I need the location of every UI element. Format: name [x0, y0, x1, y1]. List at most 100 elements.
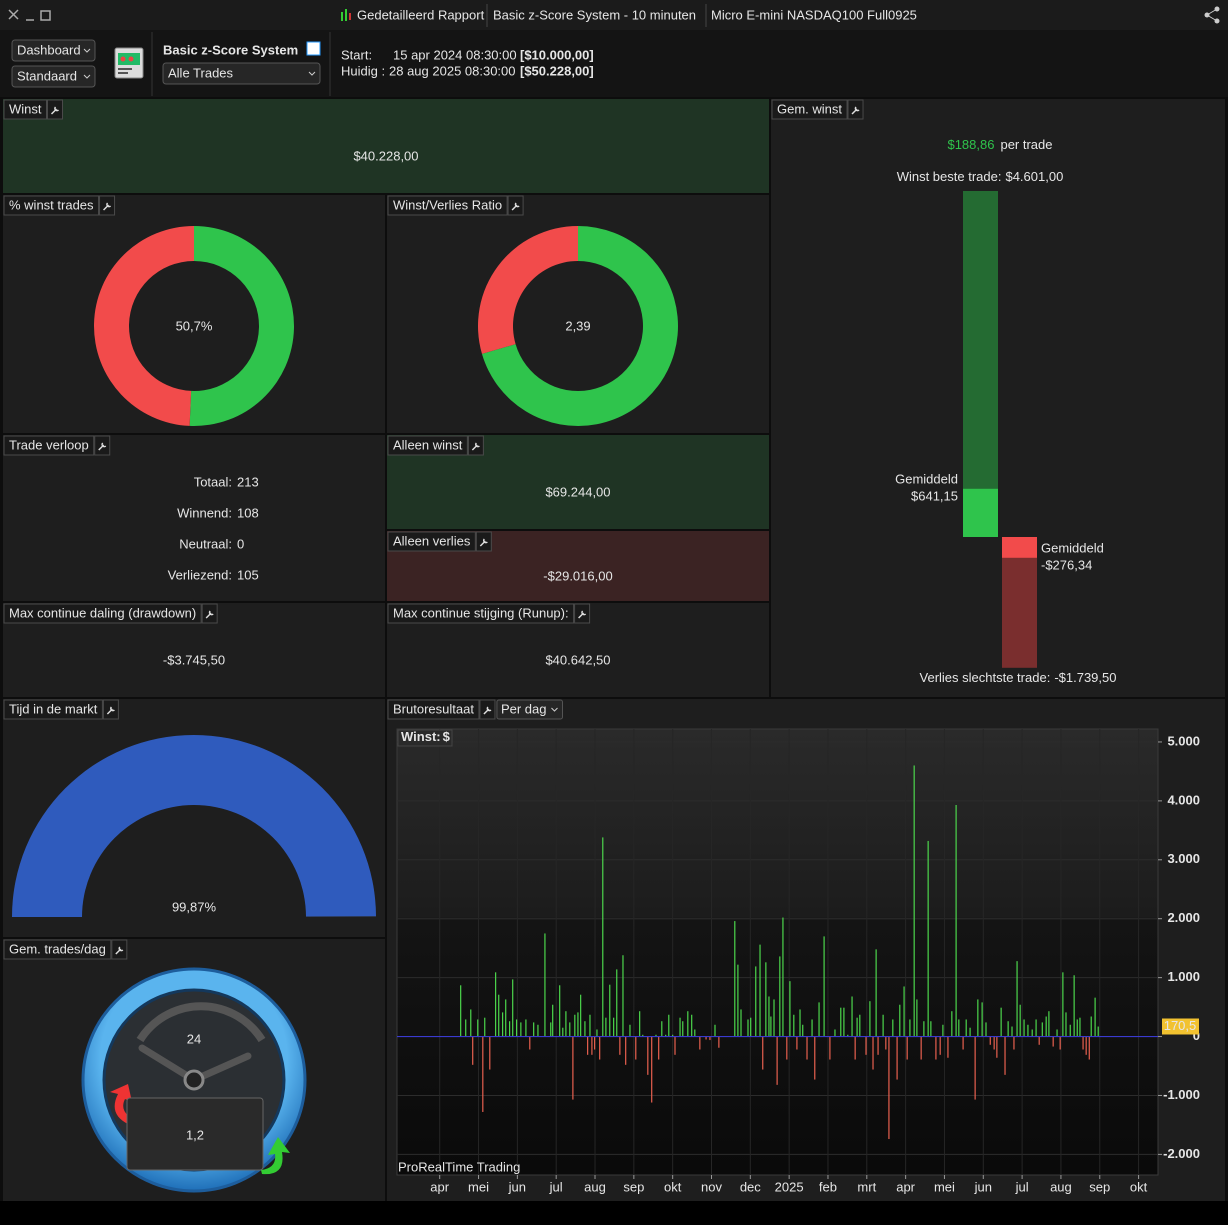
bar: [584, 1021, 586, 1037]
panel-title-box: [387, 603, 575, 624]
bar: [806, 1036, 808, 1060]
worst-value: -$1.739,50: [1054, 670, 1116, 685]
bar: [872, 1036, 874, 1070]
gauge-label: 99,87%: [172, 899, 217, 914]
arrow-green: [261, 1137, 290, 1175]
x-tick-label: mei: [934, 1179, 955, 1194]
bar: [529, 1036, 531, 1050]
bar: [1013, 1036, 1015, 1050]
x-tick-label: aug: [1050, 1179, 1072, 1194]
wrench-icon: [851, 106, 860, 115]
bar: [955, 805, 957, 1037]
bar: [1090, 1016, 1092, 1037]
bar: [1094, 997, 1096, 1037]
tab[interactable]: Micro E-mini NASDAQ100 Full0925: [711, 7, 917, 22]
row-label: Winnend:: [177, 505, 232, 520]
panel-title: % winst trades: [9, 197, 94, 212]
bar: [840, 1007, 842, 1037]
tab[interactable]: Basic z-Score System - 10 minuten: [493, 7, 696, 22]
period-dropdown[interactable]: [496, 699, 563, 720]
bar: [747, 1019, 749, 1037]
gauge-fill: [12, 734, 376, 917]
bar: [782, 917, 784, 1037]
y-tick-label: -2.000: [1163, 1146, 1200, 1161]
bar: [672, 1034, 674, 1037]
bar: [1035, 1019, 1037, 1037]
system-name: Basic z-Score System: [163, 42, 298, 57]
bar: [718, 1036, 720, 1048]
bar: [796, 1036, 798, 1050]
bar: [705, 1036, 707, 1040]
dropdown[interactable]: [162, 62, 321, 85]
value-box: [126, 1097, 264, 1171]
x-tick-label: sep: [1089, 1179, 1110, 1194]
bar: [1007, 1021, 1009, 1037]
row-label: Verliezend:: [168, 567, 232, 582]
panel-title: Trade verloop: [9, 437, 89, 452]
bar: [484, 1017, 486, 1037]
share-icon[interactable]: [1204, 6, 1220, 24]
x-tick-label: jul: [1015, 1179, 1029, 1194]
row-value: 213: [237, 474, 259, 489]
bar: [916, 999, 918, 1037]
bar: [674, 1036, 676, 1055]
dropdown[interactable]: [11, 39, 96, 62]
bar: [495, 972, 497, 1037]
bar: [642, 1034, 644, 1037]
bar: [1004, 1036, 1006, 1075]
value: $40.642,50: [545, 652, 610, 667]
bar: [682, 1021, 684, 1037]
arrow-red: [110, 1084, 133, 1124]
row-label: Totaal:: [194, 474, 232, 489]
best-label: Winst beste trade:: [897, 169, 1002, 184]
x-tick-label: jun: [508, 1179, 526, 1194]
bar: [550, 1022, 552, 1037]
tab[interactable]: Gedetailleerd Rapport: [357, 7, 485, 22]
bar: [635, 1036, 637, 1060]
dropdown[interactable]: [11, 65, 96, 88]
bar: [920, 1036, 922, 1060]
bar: [651, 1036, 653, 1103]
system-icon[interactable]: [114, 47, 144, 79]
current-date: 28 aug 2025 08:30:00: [389, 63, 516, 78]
bar: [565, 1011, 567, 1037]
donut-win: [481, 226, 678, 426]
bar: [1038, 1036, 1040, 1045]
bar: [799, 1009, 801, 1037]
bar: [779, 956, 781, 1037]
wrench-icon: [483, 706, 492, 715]
row-value: 108: [237, 505, 259, 520]
last-value-box: [1162, 1018, 1199, 1035]
bar: [823, 936, 825, 1037]
avg-win-value: $641,15: [911, 488, 958, 503]
bar: [665, 1034, 667, 1037]
bar: [930, 1021, 932, 1037]
edit-icon[interactable]: [306, 41, 321, 56]
bar: [668, 1014, 670, 1037]
panel-title: Gem. winst: [777, 101, 842, 116]
clock-arc: [136, 1002, 266, 1043]
start-capital: [$10.000,00]: [520, 47, 594, 62]
dropdown-label: Alle Trades: [168, 65, 234, 80]
bar: [1065, 1012, 1067, 1037]
bar: [903, 986, 905, 1037]
bar: [977, 999, 979, 1037]
bar: [776, 1036, 778, 1085]
dropdown-arrow: [83, 48, 91, 53]
x-tick-label: mrt: [857, 1179, 876, 1194]
wrench-icon: [106, 706, 115, 715]
title-bar: [0, 0, 1228, 30]
window-controls[interactable]: [8, 9, 51, 21]
panel-title: Winst: [9, 101, 42, 116]
panel-title-box: [3, 699, 103, 720]
bar: [1027, 1024, 1029, 1037]
bar: [969, 1027, 971, 1037]
bar: [882, 1014, 884, 1037]
donut-label: 2,39: [565, 318, 590, 333]
wrench-icon: [98, 442, 107, 451]
bar: [896, 1036, 898, 1080]
x-tick-label: okt: [664, 1179, 682, 1194]
x-tick-label: jul: [549, 1179, 563, 1194]
bar: [981, 1002, 983, 1037]
bar: [996, 1036, 998, 1058]
